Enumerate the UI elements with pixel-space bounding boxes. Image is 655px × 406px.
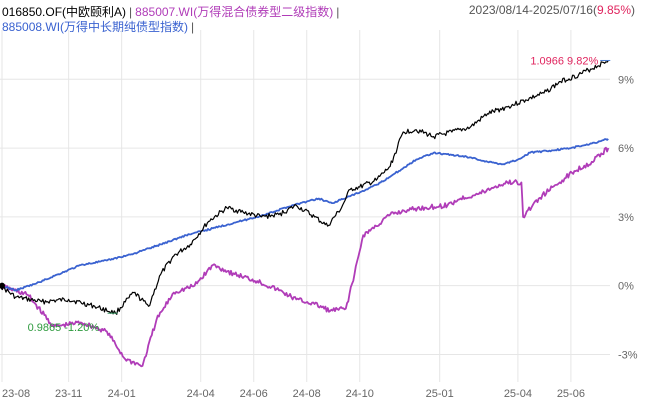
range-return: 9.85%	[596, 3, 631, 17]
y-tick-label: 6%	[618, 143, 634, 155]
x-tick-label: 24-06	[240, 388, 268, 400]
series-line-fund	[0, 60, 609, 315]
annotations: 1.0966 9.82% 0.9865 -1.20%	[0, 55, 611, 334]
axis-ticks: 9% 6% 3% 0% -3% 23-08 23-11 24-01 24-04 24-06 24-0…	[2, 74, 638, 400]
start-marker	[0, 282, 5, 289]
x-tick-label: 23-08	[2, 388, 30, 400]
x-tick-label: 24-01	[108, 388, 136, 400]
date-range: 2023/08/14-2025/07/16(9.85%)	[469, 3, 635, 17]
date-range-text: 2023/08/14-2025/07/16	[468, 3, 593, 17]
series-line-mixed-bond	[0, 146, 610, 368]
legend-row-2: 885008.WI(万得中长期纯债型指数) |	[2, 18, 197, 35]
x-tick-label: 25-04	[504, 388, 532, 400]
range-close-paren: )	[631, 3, 635, 17]
x-tick-label: 25-01	[426, 388, 454, 400]
legend-index-mixed-bond[interactable]: 885007.WI(万得混合债券型二级指数)	[135, 5, 334, 19]
legend-fund[interactable]: 016850.OF(中欧颐利A)	[2, 5, 127, 19]
legend-separator: |	[129, 5, 133, 19]
y-tick-label: 0%	[618, 281, 634, 293]
legend-separator: |	[336, 5, 340, 19]
max-annotation: 1.0966 9.82%	[530, 55, 598, 67]
legend-index-pure-bond[interactable]: 885008.WI(万得中长期纯债型指数)	[2, 20, 189, 34]
x-tick-label: 25-06	[557, 388, 585, 400]
x-tick-label: 24-10	[346, 388, 374, 400]
legend-row-1: 016850.OF(中欧颐利A) | 885007.WI(万得混合债券型二级指数) |	[2, 3, 342, 20]
y-tick-label: -3%	[618, 349, 638, 361]
y-tick-label: 9%	[618, 74, 634, 86]
x-tick-label: 24-08	[293, 388, 321, 400]
x-tick-label: 23-11	[55, 388, 82, 400]
series-line-pure-bond	[0, 138, 609, 292]
grid-lines	[0, 30, 610, 382]
legend-separator: |	[191, 20, 195, 34]
min-annotation: 0.9865 -1.20%	[28, 322, 100, 334]
y-tick-label: 3%	[618, 212, 634, 224]
range-open-paren: (	[592, 3, 597, 17]
series-lines	[0, 60, 610, 368]
x-tick-label: 24-04	[187, 388, 215, 400]
